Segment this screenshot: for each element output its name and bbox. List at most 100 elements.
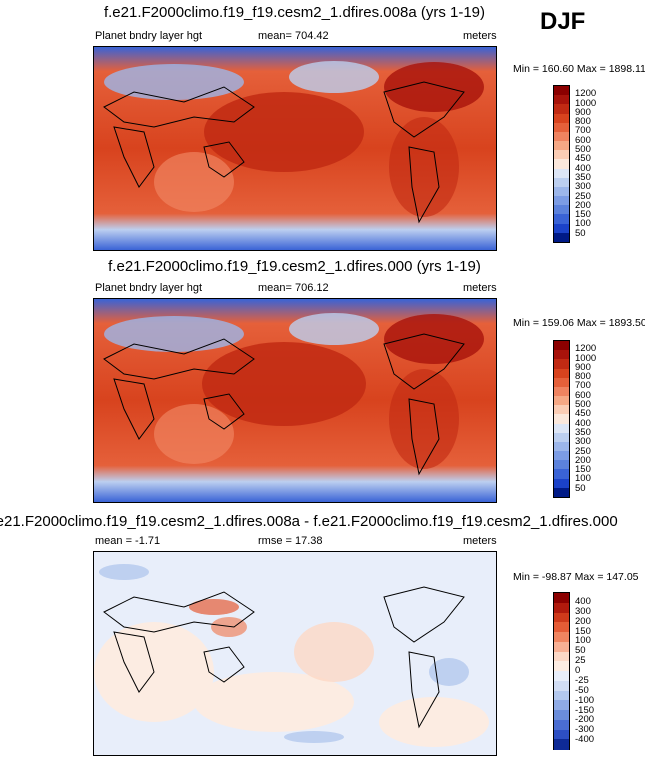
colorbar-tick-label: 25: [575, 655, 586, 667]
colorbar-tick-label: 350: [575, 426, 591, 438]
colorbar-segment: [554, 478, 569, 489]
colorbar-tick-label: 700: [575, 380, 591, 392]
colorbar-segment: [554, 612, 569, 623]
colorbar-tick-label: -400: [575, 734, 595, 746]
colorbar-segment: [554, 223, 569, 234]
colorbar-tick-label: 900: [575, 106, 591, 118]
colorbar-segment: [554, 729, 569, 740]
season-label: DJF: [540, 8, 586, 35]
colorbar-segment: [554, 95, 569, 105]
colorbar-segment: [554, 177, 569, 188]
colorbar-tick-label: 350: [575, 171, 591, 183]
colorbar-tick-label: -50: [575, 684, 589, 696]
colorbar-segment: [554, 622, 569, 633]
panel1-map: [93, 46, 497, 251]
panel1-map-graphic: [94, 47, 496, 250]
colorbar-tick-label: 100: [575, 218, 591, 230]
colorbar-tick-label: 200: [575, 615, 591, 627]
colorbar-tick-label: 600: [575, 134, 591, 146]
colorbar-segment: [554, 405, 569, 415]
colorbar-tick-label: 150: [575, 464, 591, 476]
colorbar-segment: [554, 423, 569, 434]
colorbar-tick-label: 150: [575, 209, 591, 221]
colorbar-segment: [554, 214, 569, 225]
panel2-title: f.e21.F2000climo.f19_f19.cesm2_1.dfires.…: [108, 258, 481, 275]
colorbar-tick-label: 450: [575, 408, 591, 420]
panel2-variable-label: Planet bndry layer hgt: [95, 282, 203, 294]
colorbar-tick-label: 250: [575, 190, 591, 202]
panel2-minmax-label: Min = 159.06 Max = 1893.50: [513, 317, 645, 329]
colorbar-tick-label: 800: [575, 116, 591, 128]
colorbar-segment: [554, 661, 569, 672]
colorbar-tick-label: -100: [575, 694, 595, 706]
panel1-minmax-label: Min = 160.60 Max = 1898.11: [513, 63, 645, 75]
colorbar-tick-label: 1200: [575, 88, 597, 100]
colorbar-segment: [554, 396, 569, 406]
colorbar-tick-label: 150: [575, 625, 591, 637]
colorbar-segment: [554, 602, 569, 613]
panel3-map-graphic: [94, 552, 496, 755]
colorbar-segment: [554, 86, 569, 96]
colorbar-segment: [554, 432, 569, 443]
colorbar-tick-label: 450: [575, 153, 591, 165]
colorbar-tick-label: 200: [575, 454, 591, 466]
panel1-units-label: meters: [463, 30, 497, 42]
panel2-map: [93, 298, 497, 503]
colorbar-tick-label: -300: [575, 724, 595, 736]
colorbar-segment: [554, 700, 569, 711]
colorbar-segment: [554, 113, 569, 124]
colorbar-segment: [554, 451, 569, 461]
colorbar-segment: [554, 441, 569, 452]
colorbar-segment: [554, 150, 569, 160]
colorbar-segment: [554, 386, 569, 397]
colorbar-segment: [554, 122, 569, 133]
colorbar-tick-label: 400: [575, 595, 591, 607]
panel3-minmax-label: Min = -98.87 Max = 147.05: [513, 571, 639, 583]
colorbar-segment: [554, 104, 569, 115]
colorbar-tick-label: 1000: [575, 352, 597, 364]
colorbar-tick-label: 200: [575, 199, 591, 211]
colorbar-tick-label: 1000: [575, 97, 597, 109]
colorbar-tick-label: 300: [575, 436, 591, 448]
colorbar-tick-label: 0: [575, 665, 581, 676]
colorbar-tick-label: 900: [575, 361, 591, 373]
panel1-title: f.e21.F2000climo.f19_f19.cesm2_1.dfires.…: [103, 4, 486, 21]
panel3-rmse-label: rmse = 17.38: [258, 535, 323, 547]
colorbar-tick-label: 500: [575, 144, 591, 156]
colorbar-tick-label: 800: [575, 371, 591, 383]
panel3-title: f.e21.F2000climo.f19_f19.cesm2_1.dfires.…: [0, 513, 618, 530]
colorbar-tick-label: 50: [575, 645, 586, 657]
colorbar-segment: [554, 710, 569, 721]
colorbar-segment: [554, 377, 569, 388]
colorbar-segment: [554, 350, 569, 360]
colorbar-tick-label: 700: [575, 125, 591, 137]
colorbar-tick-label: 50: [575, 227, 586, 239]
colorbar-tick-label: -150: [575, 704, 595, 716]
colorbar-segment: [554, 341, 569, 351]
colorbar-segment: [554, 460, 569, 470]
colorbar-tick-label: 1200: [575, 343, 597, 355]
colorbar-segment: [554, 186, 569, 197]
colorbar-tick-label: 400: [575, 162, 591, 174]
colorbar-tick-label: 100: [575, 635, 591, 647]
colorbar-tick-label: -200: [575, 714, 595, 726]
colorbar-segment: [554, 680, 569, 691]
colorbar-segment: [554, 671, 569, 682]
colorbar-segment: [554, 690, 569, 701]
panel3-mean-label: mean = -1.71: [95, 535, 161, 547]
colorbar-tick-label: 100: [575, 473, 591, 485]
colorbar-segment: [554, 159, 569, 170]
colorbar-segment: [554, 632, 569, 643]
colorbar-segment: [554, 487, 569, 498]
colorbar-segment: [554, 232, 569, 243]
panel2-colorbar: [553, 340, 570, 498]
panel2-units-label: meters: [463, 282, 497, 294]
panel1-colorbar: [553, 85, 570, 243]
colorbar-tick-label: 600: [575, 389, 591, 401]
colorbar-tick-label: 300: [575, 181, 591, 193]
colorbar-tick-label: 50: [575, 482, 586, 494]
colorbar-segment: [554, 593, 569, 604]
panel1-variable-label: Planet bndry layer hgt: [95, 30, 203, 42]
panel3-map: [93, 551, 497, 756]
colorbar-segment: [554, 739, 569, 750]
